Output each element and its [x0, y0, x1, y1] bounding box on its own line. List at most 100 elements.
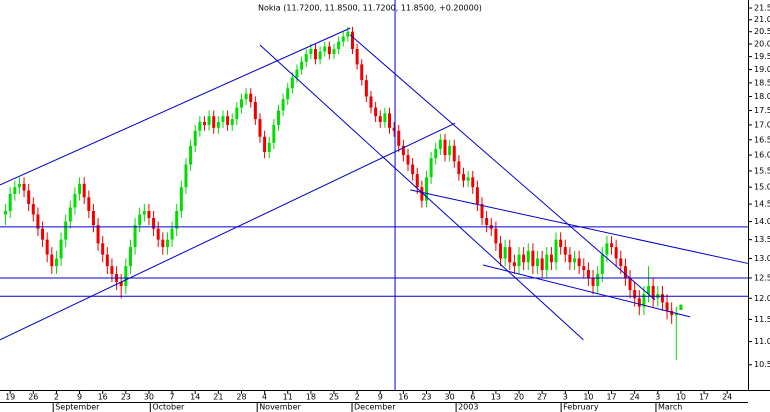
candle-body [318, 51, 322, 60]
candle-body [573, 258, 577, 263]
candle-body [577, 258, 581, 267]
candle-body [152, 218, 156, 229]
candle-body [619, 258, 623, 267]
candle-body [633, 290, 637, 299]
candle-body [420, 187, 424, 201]
candle-body [679, 304, 683, 311]
y-tick-label: 18.5 [754, 78, 770, 87]
x-tick-label: 30 [445, 393, 455, 402]
candle-body [499, 243, 503, 259]
candle-body [119, 281, 123, 286]
y-tick-label: 16.5 [754, 135, 770, 144]
candle-body [87, 197, 91, 211]
month-label: December [354, 403, 396, 412]
candle-body [313, 49, 317, 60]
candle-body [304, 54, 308, 62]
x-tick-label: 10 [676, 393, 686, 402]
candle-body [383, 113, 387, 122]
x-tick-label: 28 [236, 393, 246, 402]
candle-body [332, 49, 336, 55]
candle-body [165, 239, 169, 248]
candle-body [647, 285, 651, 295]
candle-body [355, 49, 359, 65]
x-tick-label: 7 [170, 393, 175, 402]
candle-body [471, 177, 475, 188]
y-tick-label: 15.5 [754, 166, 770, 175]
x-tick-label: 6 [470, 393, 475, 402]
candle-body [397, 130, 401, 146]
y-tick-label: 18.0 [754, 92, 770, 101]
y-tick-label: 11.0 [754, 337, 770, 346]
candle-body [193, 130, 197, 146]
candle-body [651, 285, 655, 299]
month-label: October [152, 403, 185, 412]
y-tick-label: 12.5 [754, 273, 770, 282]
candle-body [378, 116, 382, 122]
candle-body [536, 258, 540, 267]
candle-body [184, 164, 188, 188]
candle-body [105, 254, 109, 267]
x-tick-label: 27 [537, 393, 547, 402]
candle-body [462, 174, 466, 181]
x-tick-label: 24 [722, 393, 732, 402]
y-tick-label: 20.5 [754, 27, 770, 36]
candle-body [239, 99, 243, 108]
candle-body [45, 239, 49, 255]
candle-body [360, 64, 364, 81]
y-tick-label: 12.0 [754, 294, 770, 303]
candle-body [411, 164, 415, 175]
candle-body [369, 96, 373, 108]
candle-body [582, 266, 586, 271]
candle-body [406, 155, 410, 165]
candle-body [549, 254, 553, 263]
candle-body [189, 145, 193, 165]
candle-body [503, 247, 507, 259]
candle-body [276, 110, 280, 125]
candle-body [563, 247, 567, 255]
x-tick-label: 13 [491, 393, 501, 402]
candle-body [207, 116, 211, 125]
candle-body [68, 207, 72, 222]
candle-body [387, 113, 391, 128]
candle-body [628, 277, 632, 291]
x-tick-label: 3 [655, 393, 660, 402]
candle-body [591, 277, 595, 286]
candle-body [295, 69, 299, 78]
candle-body [415, 174, 419, 188]
candle-body [128, 247, 132, 267]
y-tick-label: 14.5 [754, 200, 770, 209]
candle-body [531, 250, 535, 267]
candle-body [508, 247, 512, 263]
x-tick-label: 9 [378, 393, 383, 402]
candle-body [586, 270, 590, 278]
candle-body [13, 187, 17, 194]
x-tick-label: 17 [606, 393, 616, 402]
trend-line [349, 34, 656, 301]
candle-body [290, 77, 294, 89]
candle-body [443, 139, 447, 156]
y-tick-label: 14.0 [754, 217, 770, 226]
month-label: March [658, 403, 682, 412]
candle-body [350, 31, 354, 50]
x-tick-label: 2 [54, 393, 59, 402]
candle-body [434, 148, 438, 159]
candle-body [512, 262, 516, 267]
candle-body [138, 214, 142, 226]
candle-body [263, 136, 267, 152]
candle-body [485, 218, 489, 226]
candle-body [202, 121, 206, 125]
month-label: 2003 [458, 403, 478, 412]
y-tick-label: 16.0 [754, 151, 770, 160]
candle-body [323, 46, 327, 52]
x-tick-label: 23 [421, 393, 431, 402]
candle-body [230, 119, 234, 125]
candle-body [346, 31, 350, 37]
trend-line [482, 264, 691, 318]
candle-body [596, 273, 600, 286]
candle-body [249, 93, 253, 103]
candle-body [17, 183, 21, 188]
chart-title: Nokia (11.7200, 11.8500, 11.7200, 11.850… [258, 4, 482, 13]
candle-body [156, 228, 160, 240]
x-tick-label: 16 [398, 393, 408, 402]
candle-body [221, 116, 225, 122]
